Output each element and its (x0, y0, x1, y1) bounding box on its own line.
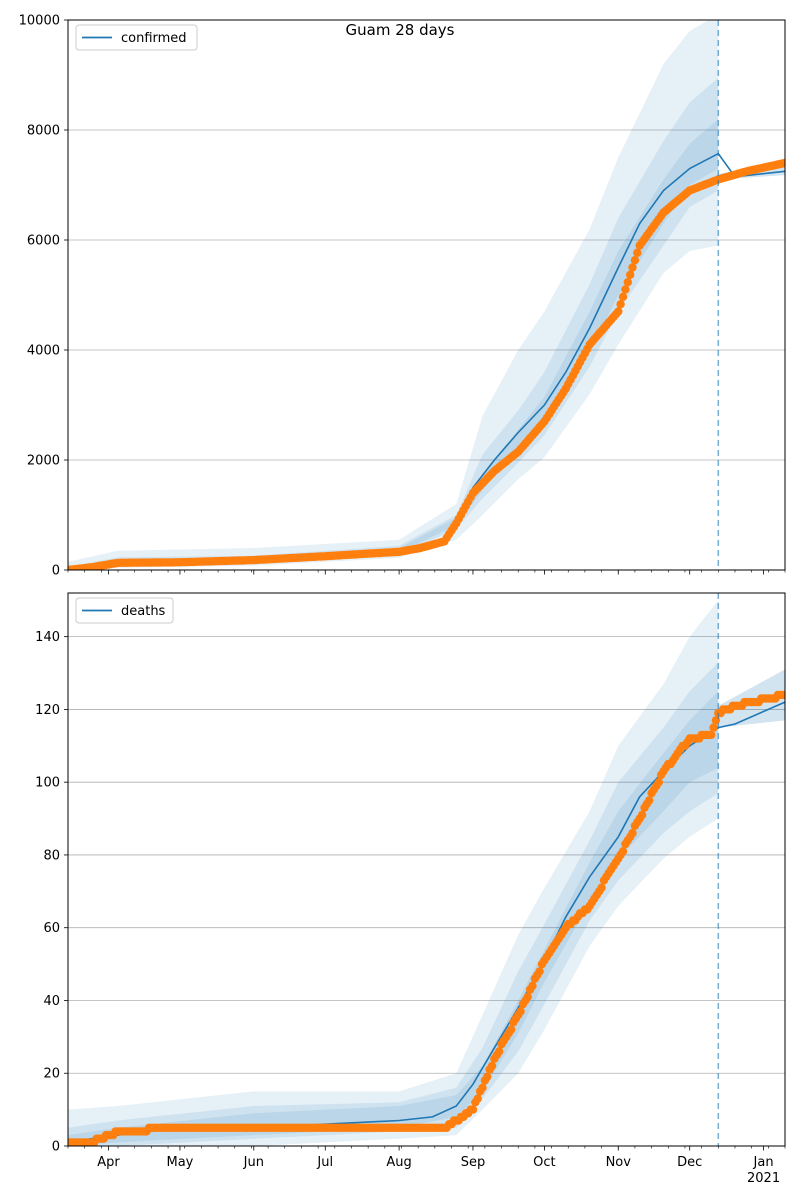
observed-point (483, 1072, 492, 1082)
observed-point (535, 967, 544, 976)
y-tick-label: 60 (43, 921, 60, 936)
observed-point (614, 307, 623, 316)
y-tick-label: 120 (35, 703, 60, 718)
observed-point (495, 1047, 504, 1056)
x-tick-year-label: 2021 (747, 1171, 780, 1186)
x-tick-label: Jun (243, 1155, 264, 1170)
observed-point (633, 248, 642, 257)
observed-point (626, 270, 635, 279)
observed-point (628, 263, 637, 272)
observed-point (628, 828, 637, 838)
x-tick-label: Apr (97, 1155, 120, 1170)
uncertainty-band-inner (68, 77, 719, 570)
figure-title: Guam 28 days (345, 21, 455, 39)
axes-frame (67, 19, 786, 571)
observed-point (473, 1094, 482, 1103)
x-tick-label: May (167, 1155, 194, 1170)
observed-point (623, 278, 632, 287)
observed-point (780, 158, 785, 168)
y-tick-label: 0 (52, 564, 60, 579)
observed-point (637, 810, 647, 820)
plot-area (68, 600, 785, 1146)
y-tick-label: 6000 (27, 234, 60, 249)
y-tick-label: 0 (52, 1140, 60, 1155)
legend-box (75, 597, 174, 624)
legend-label: deaths (121, 604, 166, 619)
y-tick-label: 2000 (27, 454, 60, 469)
y-tick-label: 140 (35, 630, 60, 645)
observed-point (618, 292, 628, 301)
legend-label: confirmed (121, 31, 187, 46)
y-tick-label: 8000 (27, 124, 60, 139)
x-tick-label: Aug (386, 1155, 411, 1170)
axes-frame (67, 592, 786, 1147)
chart-panel-deaths: 0 20 40 60 80 100 120 140 Apr May Jun Jul Aug Sep Oct N… (35, 592, 786, 1186)
observed-point (654, 778, 663, 787)
observed-point (478, 1083, 487, 1093)
x-tick-label: Sep (461, 1155, 486, 1170)
uncertainty-band-outer (68, 600, 719, 1146)
observed-point (645, 796, 654, 805)
y-tick-label: 10000 (19, 14, 60, 29)
plot-area (68, 20, 785, 570)
x-tick-label: Jan (753, 1155, 774, 1170)
x-tick-label: Nov (606, 1155, 632, 1170)
observed-point (780, 690, 785, 700)
observed-point (487, 1061, 497, 1071)
x-tick-label: Jul (316, 1155, 333, 1170)
observed-point (523, 992, 532, 1001)
uncertainty-band-outer (68, 20, 719, 570)
y-tick-label: 4000 (27, 344, 60, 359)
y-tick-label: 40 (43, 994, 60, 1009)
observed-point (616, 300, 625, 309)
observed-point (597, 883, 606, 892)
observed-point (468, 1105, 478, 1114)
legend-box (75, 24, 198, 51)
y-tick-label: 80 (43, 848, 60, 863)
observed-point (707, 730, 716, 740)
observed-point (709, 723, 718, 732)
observed-point (618, 847, 628, 856)
x-tick-label: Dec (677, 1155, 702, 1170)
observed-point (516, 1007, 525, 1016)
x-tick-label: Oct (533, 1155, 555, 1170)
chart-panel-confirmed: 0 2000 4000 6000 8000 10000 confirmed (19, 14, 786, 579)
y-tick-label: 20 (43, 1067, 60, 1082)
observed-point (528, 981, 537, 991)
y-tick-label: 100 (35, 776, 60, 791)
observed-point (506, 1025, 516, 1034)
observed-point (621, 285, 630, 294)
observed-point (630, 256, 640, 265)
